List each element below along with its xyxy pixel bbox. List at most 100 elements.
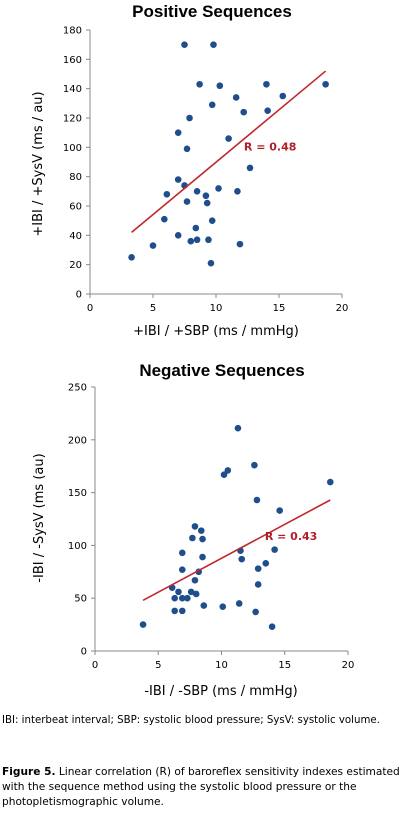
data-point [268, 623, 276, 631]
data-point [240, 108, 248, 116]
x-tick-label: 5 [155, 660, 161, 671]
data-point [171, 594, 178, 602]
positive-sequences-chart: Positive Sequences 0 20 40 60 80 100 120 140 160… [31, 2, 348, 339]
data-point [174, 176, 182, 183]
data-point [322, 80, 329, 88]
data-point [128, 254, 135, 261]
data-point [264, 107, 271, 114]
data-point [192, 590, 200, 598]
data-point [178, 566, 186, 573]
y-tick-label: 160 [63, 55, 82, 66]
y-tick-label: 120 [63, 114, 82, 125]
data-point [224, 467, 232, 474]
data-point [208, 217, 216, 224]
x-tick-label: 10 [210, 303, 223, 314]
data-point [210, 41, 217, 48]
data-point [215, 185, 222, 192]
y-tick-label: 80 [69, 172, 82, 183]
data-point [187, 588, 195, 596]
plot-area: 0 20 40 60 80 100 120 140 160 180 0 5 10 15 20 R = 0.48 [63, 26, 348, 315]
data-point [183, 145, 191, 153]
abbreviations-note: IBI: interbeat interval; SBP: systolic b… [2, 715, 380, 726]
plot-area: 0 50 100 150 200 250 0 5 10 15 20 R = 0.43 [68, 383, 354, 672]
data-point [271, 546, 278, 553]
x-tick-label: 15 [273, 303, 286, 314]
data-point [234, 424, 242, 432]
data-point [235, 600, 243, 607]
x-axis-title: -IBI / -SBP (ms / mmHg) [144, 684, 297, 699]
data-point [254, 581, 262, 588]
y-tick-label: 250 [68, 383, 87, 394]
data-point [163, 190, 171, 198]
caption-label: Figure 5. [2, 766, 56, 778]
x-tick-label: 10 [215, 660, 228, 671]
figure-caption: Figure 5. Linear correlation (R) of baro… [2, 765, 408, 810]
data-point [174, 232, 182, 239]
data-point [149, 242, 157, 249]
data-point [263, 80, 270, 88]
data-point [184, 594, 191, 602]
x-tick-label: 0 [87, 303, 93, 314]
data-point [205, 236, 212, 244]
x-tick-label: 20 [342, 660, 355, 671]
data-point [197, 527, 205, 534]
data-point [174, 129, 182, 136]
caption-text: Linear correlation (R) of baroreflex sen… [2, 766, 400, 808]
x-tick-label: 15 [278, 660, 291, 671]
data-point [191, 576, 199, 584]
y-tick-label: 60 [69, 202, 82, 213]
data-point [202, 192, 210, 200]
data-point [178, 607, 186, 615]
x-tick-label: 20 [336, 303, 349, 314]
data-point [252, 608, 259, 616]
y-tick-label: 20 [69, 260, 82, 271]
y-tick-label: 150 [68, 488, 87, 499]
data-point [253, 496, 261, 504]
y-axis-title: -IBI / -SysV (ms (au) [32, 453, 47, 582]
y-tick-label: 140 [63, 84, 82, 95]
data-point [171, 607, 178, 615]
data-point [326, 478, 334, 486]
correlation-label: R = 0.48 [244, 140, 297, 153]
data-point [246, 164, 254, 172]
x-axis-title: +IBI / +SBP (ms / mmHg) [133, 324, 299, 339]
y-tick-label: 0 [81, 647, 87, 658]
data-point [220, 471, 228, 478]
data-point [191, 523, 199, 530]
data-point [193, 188, 201, 195]
data-point [234, 188, 241, 195]
y-tick-label: 100 [63, 143, 82, 154]
chart-title: Negative Sequences [139, 361, 304, 380]
data-point [187, 237, 195, 245]
data-point [251, 461, 258, 469]
data-point [238, 555, 246, 563]
data-point [186, 114, 193, 122]
chart-title: Positive Sequences [132, 2, 292, 21]
data-point [175, 588, 182, 596]
trend-line [131, 70, 327, 234]
data-point [207, 259, 215, 267]
data-point [236, 240, 244, 248]
y-tick-label: 200 [68, 435, 87, 446]
trend-line [142, 499, 331, 602]
data-point [196, 80, 203, 88]
data-point [178, 594, 186, 602]
data-point [161, 215, 168, 223]
data-point [232, 94, 240, 101]
data-point [262, 560, 270, 567]
data-point [225, 135, 232, 142]
data-point [208, 101, 216, 109]
data-point [200, 602, 208, 609]
data-point [254, 565, 262, 572]
data-point [181, 41, 188, 48]
y-tick-label: 180 [63, 26, 82, 37]
data-point [189, 534, 196, 542]
data-point [199, 535, 206, 543]
x-tick-label: 5 [150, 303, 156, 314]
data-point [193, 236, 201, 244]
data-point [178, 549, 186, 557]
data-point [279, 92, 287, 100]
y-tick-label: 50 [74, 594, 87, 605]
negative-sequences-chart: Negative Sequences 0 50 100 150 200 250 0 5 10 15… [32, 361, 354, 699]
y-tick-label: 40 [69, 231, 82, 242]
